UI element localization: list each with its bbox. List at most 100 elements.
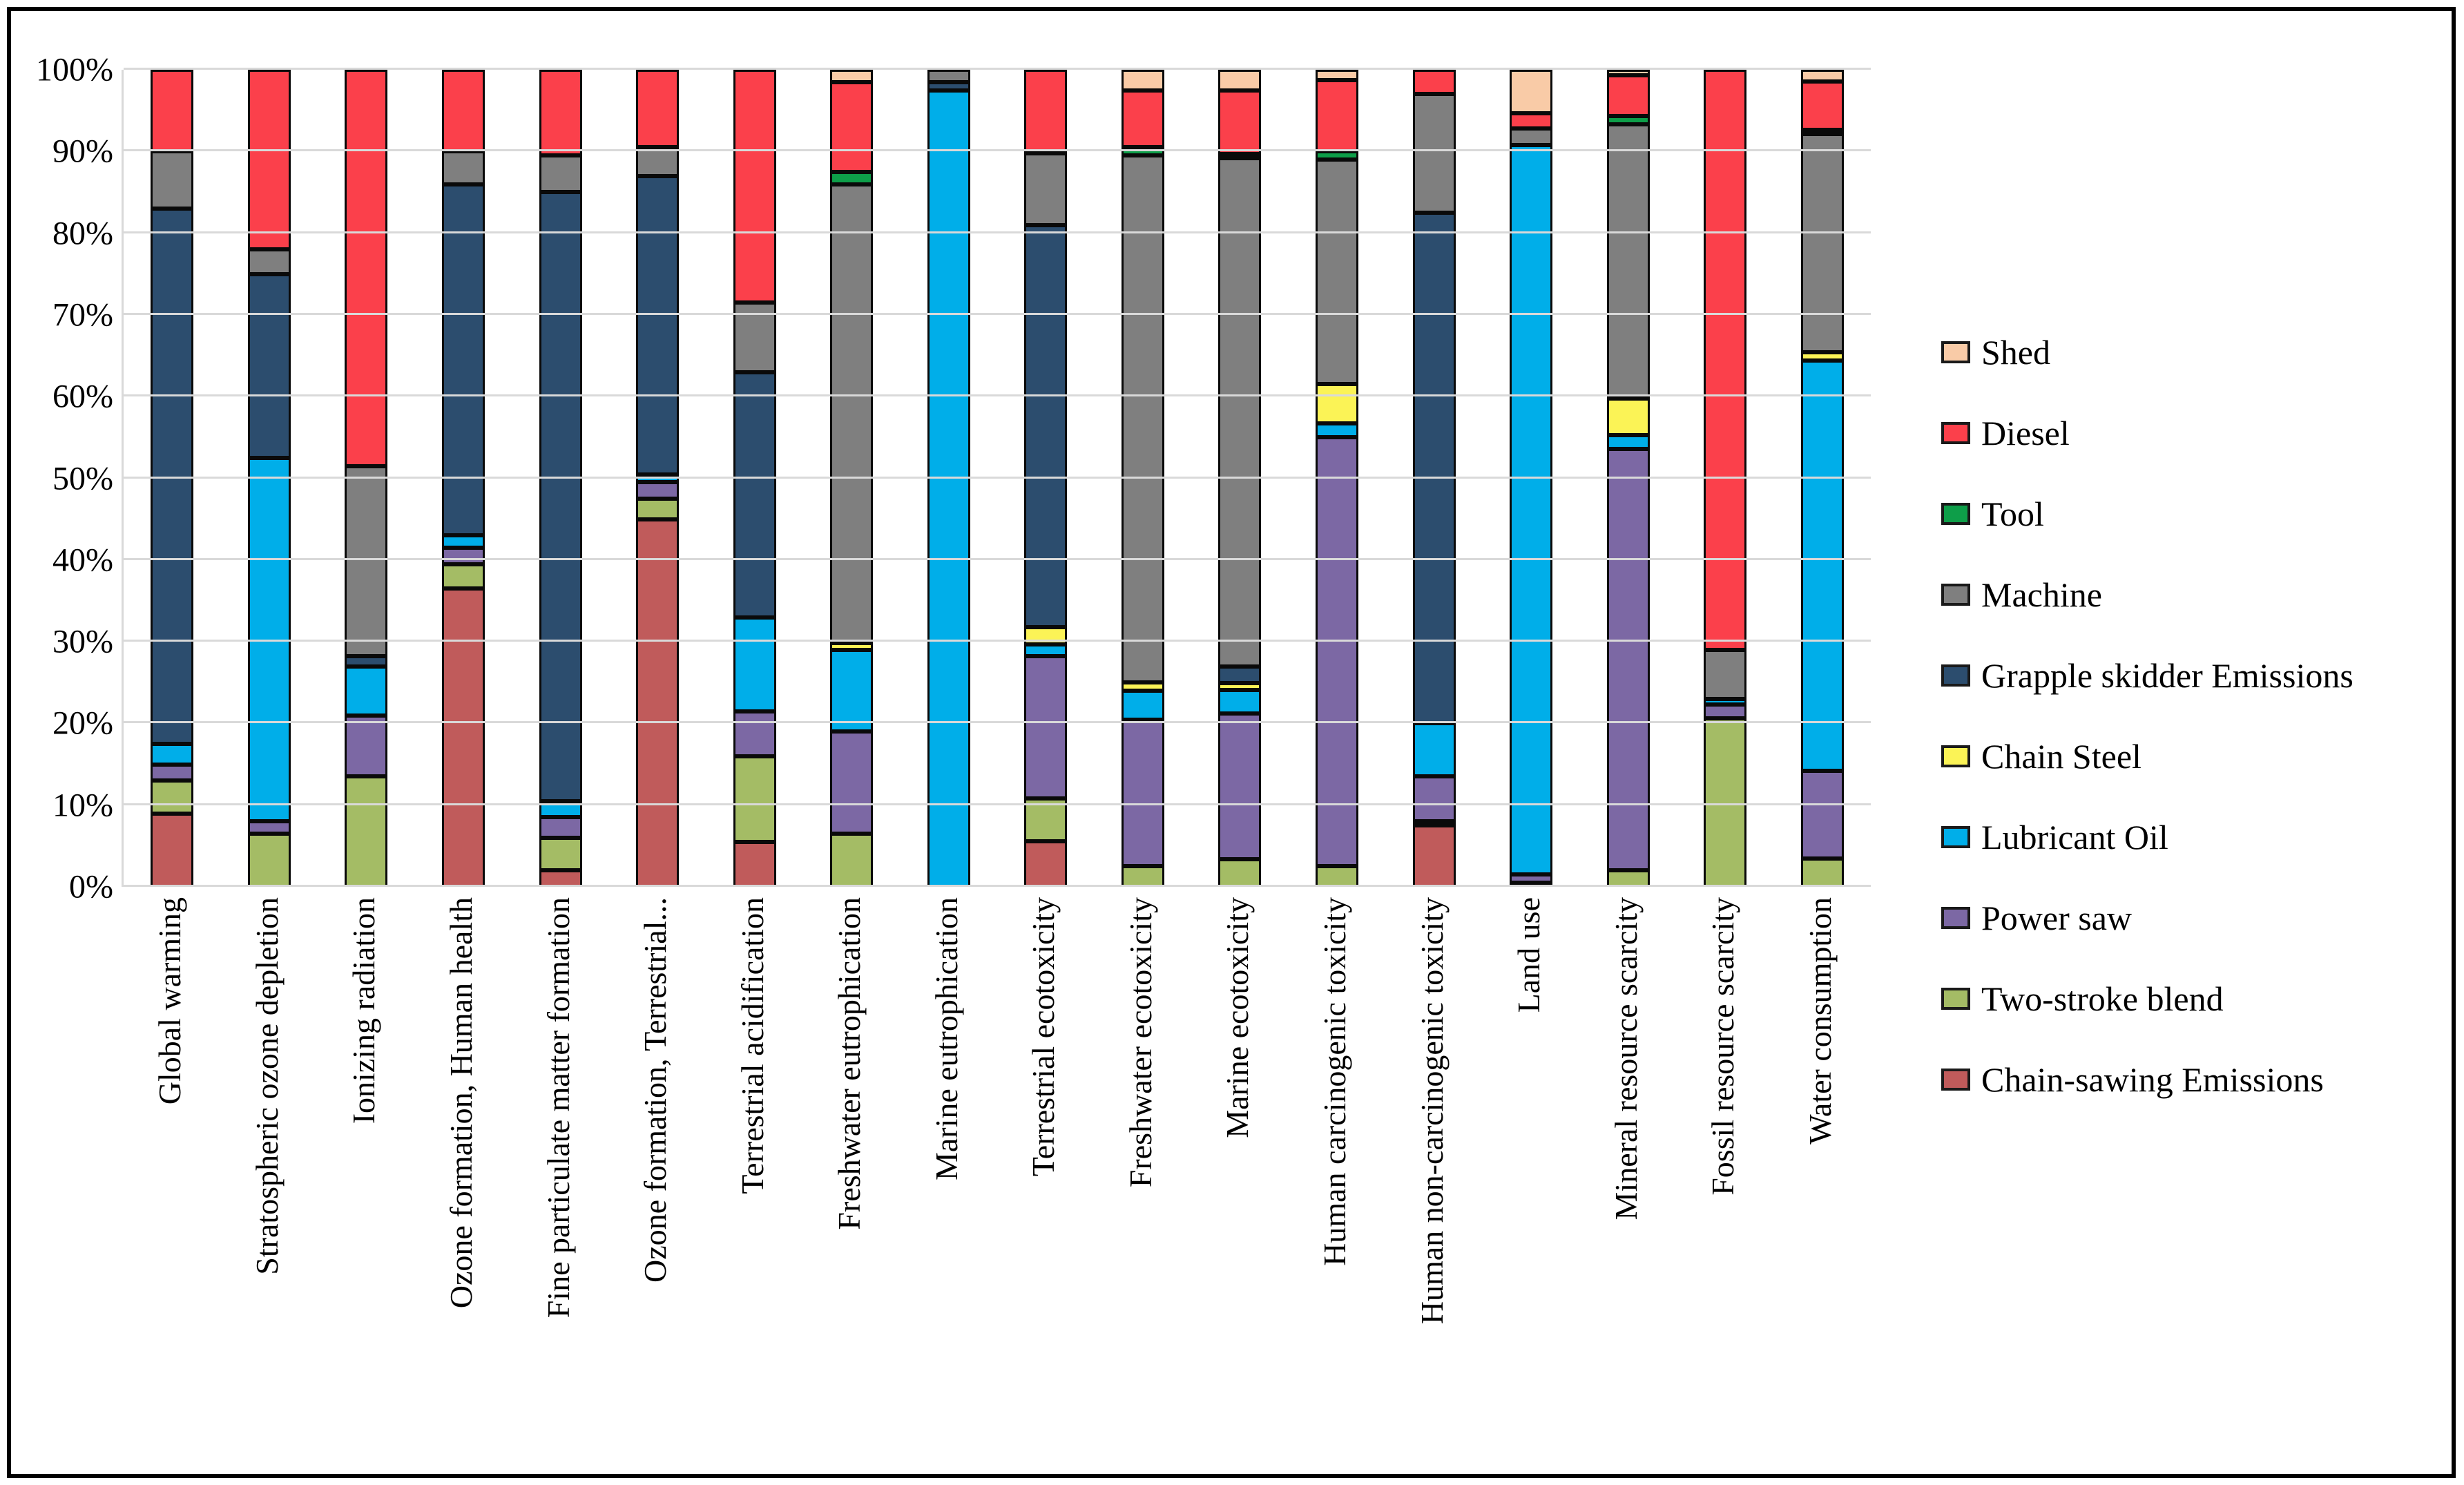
legend-item-tool: Tool bbox=[1941, 494, 2464, 534]
gridline-90 bbox=[124, 149, 1871, 152]
segment-tool bbox=[1218, 153, 1262, 158]
plot-area bbox=[122, 68, 1871, 887]
segment-power-saw bbox=[247, 821, 291, 834]
gridline-80 bbox=[124, 231, 1871, 233]
figure-border-frame: 100% 90% 80% 70% 60% 50% 40% 30% 20% 10% 0% Global… bbox=[7, 7, 2456, 1478]
bar-terrestrial-ecotoxicity bbox=[1024, 70, 1068, 887]
segment-lubricant-oil bbox=[1704, 698, 1747, 705]
segment-chain-sawing-emissions bbox=[1412, 825, 1456, 887]
legend-label-shed: Shed bbox=[1981, 333, 2050, 372]
segment-diesel bbox=[1606, 75, 1650, 117]
segment-chain-sawing-emissions bbox=[1024, 841, 1068, 887]
bar-cell-stratospheric-ozone-depletion bbox=[221, 70, 318, 887]
segment-tool bbox=[1606, 116, 1650, 125]
segment-power-saw bbox=[1024, 656, 1068, 799]
segment-power-saw bbox=[539, 817, 582, 839]
segment-chain-steel bbox=[1606, 398, 1650, 435]
segment-machine bbox=[1024, 153, 1068, 225]
x-label-cell-terrestrial-ecotoxicity: Terrestrial ecotoxicity bbox=[995, 897, 1093, 1477]
segment-machine bbox=[1510, 128, 1553, 145]
segment-machine bbox=[247, 249, 291, 274]
gridline-0 bbox=[124, 885, 1871, 887]
legend-label-lubricant-oil: Lubricant Oil bbox=[1981, 818, 2168, 856]
segment-power-saw bbox=[1412, 776, 1456, 822]
segment-diesel bbox=[151, 70, 194, 152]
bar-human-non-carcinogenic-toxicity bbox=[1412, 69, 1456, 887]
segment-grapple-skidder-emissions bbox=[1412, 212, 1456, 724]
segment-lubricant-oil bbox=[1606, 434, 1650, 449]
bars-container bbox=[124, 69, 1871, 887]
segment-diesel bbox=[733, 70, 776, 303]
segment-lubricant-oil bbox=[441, 535, 485, 548]
y-tick-label-40: 40% bbox=[52, 542, 113, 579]
legend-swatch-chain-steel bbox=[1941, 745, 1970, 767]
legend: Shed Diesel Tool Machine Grapple skidder Emi… bbox=[1941, 332, 2464, 1100]
bar-marine-eutrophication bbox=[927, 70, 970, 887]
segment-shed bbox=[1316, 70, 1359, 81]
x-label-ozone-formation-terrestrial: Ozone formation, Terrestrial... bbox=[637, 897, 673, 1283]
bar-cell-terrestrial-acidification bbox=[706, 70, 803, 887]
gridline-10 bbox=[124, 803, 1871, 805]
segment-chain-sawing-emissions bbox=[733, 841, 776, 887]
x-label-cell-ozone-formation-human-health: Ozone formation, Human health bbox=[413, 897, 510, 1477]
segment-machine bbox=[151, 151, 194, 209]
bar-cell-terrestrial-ecotoxicity bbox=[997, 70, 1095, 887]
bar-mineral-resource-scarcity bbox=[1606, 70, 1650, 887]
segment-lubricant-oil bbox=[1121, 691, 1164, 720]
segment-machine bbox=[539, 155, 582, 193]
gridline-60 bbox=[124, 394, 1871, 397]
segment-lubricant-oil bbox=[1412, 723, 1456, 777]
gridline-30 bbox=[124, 640, 1871, 642]
segment-machine bbox=[1606, 124, 1650, 399]
segment-grapple-skidder-emissions bbox=[1218, 666, 1262, 684]
segment-power-saw bbox=[1218, 713, 1262, 859]
x-label-ionizing-radiation: Ionizing radiation bbox=[346, 897, 382, 1124]
x-label-cell-ionizing-radiation: Ionizing radiation bbox=[316, 897, 413, 1477]
segment-two-stroke-blend bbox=[1704, 718, 1747, 887]
legend-label-power-saw: Power saw bbox=[1981, 899, 2133, 937]
legend-swatch-tool bbox=[1941, 503, 1970, 525]
legend-item-chain-sawing-emissions: Chain-sawing Emissions bbox=[1941, 1060, 2464, 1100]
segment-grapple-skidder-emissions bbox=[247, 274, 291, 458]
segment-chain-steel bbox=[830, 643, 874, 650]
segment-diesel bbox=[1510, 113, 1553, 129]
bar-land-use bbox=[1510, 69, 1553, 887]
y-tick-label-100: 100% bbox=[36, 51, 113, 88]
segment-lubricant-oil bbox=[345, 666, 388, 716]
bar-cell-marine-ecotoxicity bbox=[1191, 70, 1289, 887]
segment-grapple-skidder-emissions bbox=[441, 184, 485, 536]
segment-lubricant-oil bbox=[1510, 144, 1553, 875]
bar-water-consumption bbox=[1800, 69, 1844, 887]
segment-power-saw bbox=[1510, 874, 1553, 883]
segment-lubricant-oil bbox=[1218, 689, 1262, 714]
segment-machine bbox=[1121, 155, 1164, 683]
segment-diesel bbox=[247, 70, 291, 250]
legend-swatch-lubricant-oil bbox=[1941, 826, 1970, 848]
segment-machine bbox=[1218, 157, 1262, 667]
segment-diesel bbox=[1024, 70, 1068, 153]
bar-cell-marine-eutrophication bbox=[901, 70, 998, 887]
x-label-cell-land-use: Land use bbox=[1481, 897, 1578, 1477]
segment-two-stroke-blend bbox=[1218, 859, 1262, 887]
segment-power-saw bbox=[636, 482, 680, 499]
segment-grapple-skidder-emissions bbox=[927, 82, 970, 90]
segment-diesel bbox=[636, 70, 680, 148]
segment-lubricant-oil bbox=[1800, 361, 1844, 772]
segment-power-saw bbox=[1606, 448, 1650, 871]
segment-grapple-skidder-emissions bbox=[345, 656, 388, 667]
segment-diesel bbox=[345, 70, 388, 466]
x-label-water-consumption: Water consumption bbox=[1802, 897, 1838, 1144]
legend-label-chain-sawing-emissions: Chain-sawing Emissions bbox=[1981, 1060, 2324, 1099]
bar-cell-land-use bbox=[1483, 69, 1580, 887]
y-tick-label-90: 90% bbox=[52, 133, 113, 170]
legend-swatch-two-stroke-blend bbox=[1941, 988, 1970, 1010]
x-label-mineral-resource-scarcity: Mineral resource scarcity bbox=[1608, 897, 1644, 1220]
bar-cell-freshwater-ecotoxicity bbox=[1095, 70, 1192, 887]
x-label-cell-marine-eutrophication: Marine eutrophication bbox=[898, 897, 996, 1477]
segment-two-stroke-blend bbox=[1024, 798, 1068, 841]
legend-item-shed: Shed bbox=[1941, 332, 2464, 372]
x-label-terrestrial-ecotoxicity: Terrestrial ecotoxicity bbox=[1026, 897, 1061, 1177]
x-label-cell-human-carcinogenic-toxicity: Human carcinogenic toxicity bbox=[1287, 897, 1384, 1477]
bar-cell-fine-particulate-matter-formation bbox=[512, 70, 609, 887]
x-label-fine-particulate-matter-formation: Fine particulate matter formation bbox=[540, 897, 576, 1319]
